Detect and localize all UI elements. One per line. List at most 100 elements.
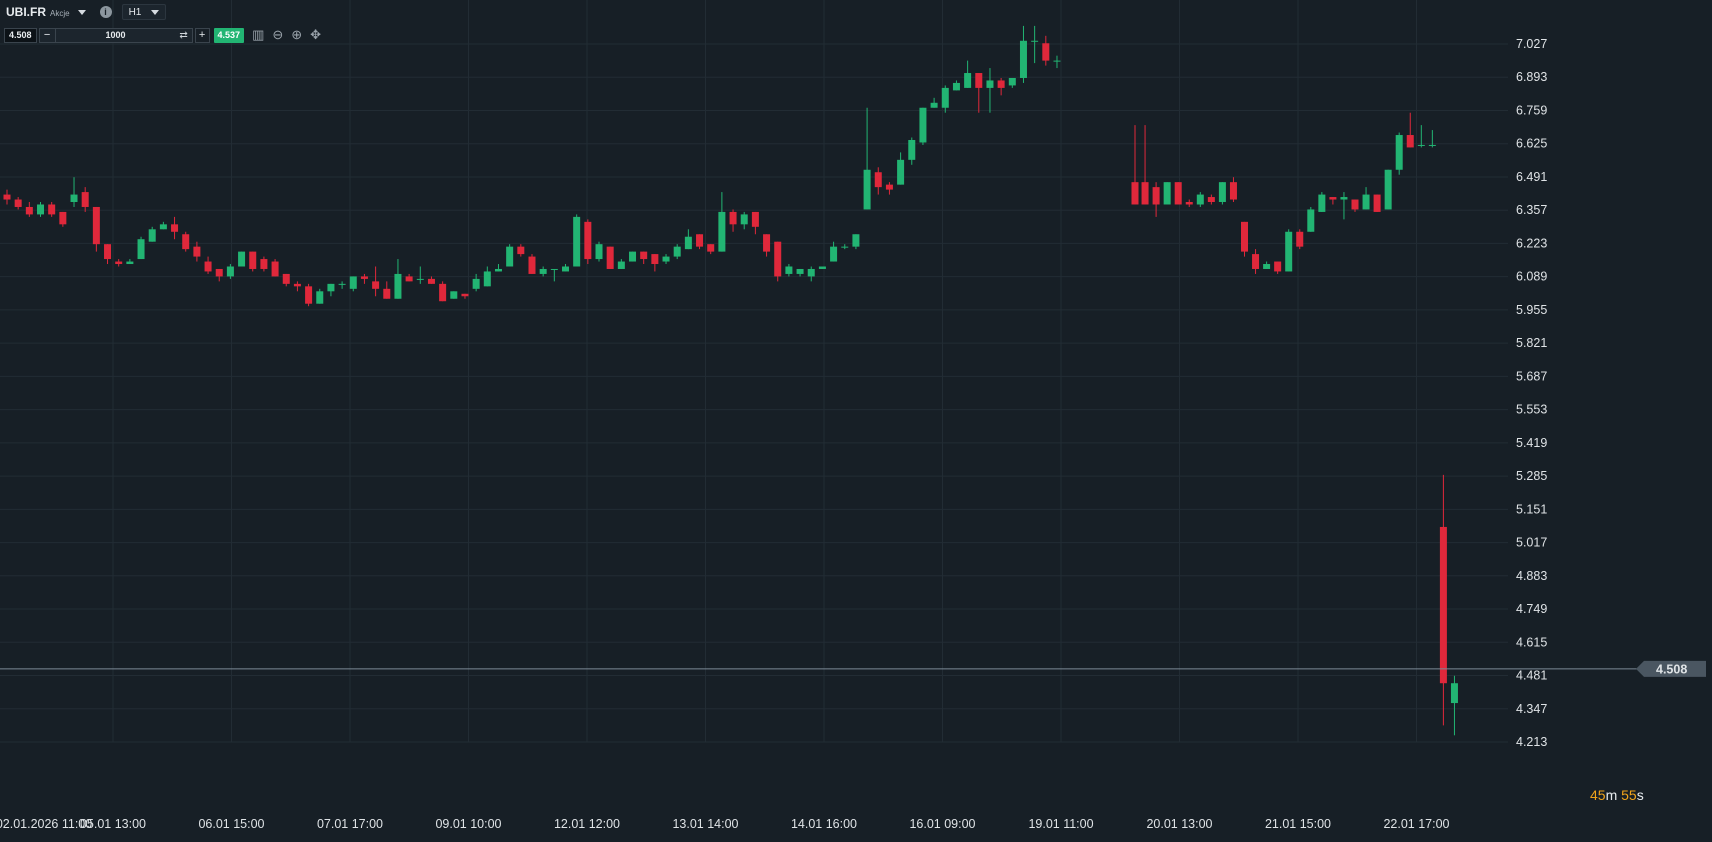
candle-body <box>897 159 905 185</box>
time-tick-label: 19.01 11:00 <box>1028 817 1093 831</box>
candle-body <box>92 206 100 245</box>
candle <box>59 211 67 227</box>
candle <box>70 177 78 207</box>
candle <box>215 268 223 282</box>
market-label: Akcje <box>50 8 70 18</box>
candle-body <box>1274 261 1282 272</box>
candle <box>461 293 469 299</box>
candle-body <box>1439 526 1447 684</box>
candle-body <box>1042 43 1050 61</box>
price-tick-label: 4.883 <box>1516 569 1547 583</box>
price-tick-label: 6.893 <box>1516 70 1547 84</box>
candle-body <box>338 283 346 285</box>
candle <box>1241 221 1248 257</box>
timeframe-select[interactable]: H1 <box>121 4 166 20</box>
candle <box>1417 125 1425 148</box>
candle-body <box>740 214 748 225</box>
candle-body <box>774 241 782 277</box>
candle-body <box>171 224 179 232</box>
candle-body <box>684 236 692 250</box>
candle <box>807 266 815 282</box>
candle-body <box>1218 182 1226 203</box>
quick-order-bar: 4.508 − 1000 ⇄ + 4.537 ▥ ⊖ ⊕ ✥ <box>4 27 321 43</box>
candle-body <box>1406 135 1414 148</box>
candle <box>1042 35 1050 66</box>
time-tick-label: 16.01 09:00 <box>909 817 975 831</box>
candle <box>1163 182 1171 205</box>
candle-body <box>595 244 603 260</box>
candle-body <box>1285 231 1293 272</box>
candle-body <box>1263 264 1271 269</box>
candle-body <box>986 80 994 88</box>
candle-body <box>539 268 547 274</box>
info-icon[interactable]: i <box>99 6 112 18</box>
candle-body <box>919 107 927 143</box>
quantity-input[interactable]: 1000 <box>105 30 126 40</box>
candle <box>338 281 346 289</box>
candle-body <box>126 261 134 265</box>
candle <box>818 266 826 269</box>
buy-button[interactable]: 4.537 <box>213 27 245 43</box>
candle-body <box>305 286 313 304</box>
symbol-name[interactable]: UBI.FR <box>6 5 46 19</box>
candle-body <box>3 194 11 200</box>
time-tick-label: 13.01 14:00 <box>672 817 738 831</box>
chart-grid <box>0 0 1508 743</box>
candle-body <box>1031 40 1039 42</box>
candle <box>997 77 1005 96</box>
candle-body <box>70 194 78 203</box>
candle-body <box>383 288 391 299</box>
candle <box>841 244 849 250</box>
candle <box>852 234 860 250</box>
candle <box>986 68 994 113</box>
sell-button[interactable]: 4.508 <box>4 27 37 43</box>
candle-body <box>841 246 849 248</box>
countdown-minutes-unit: m <box>1605 787 1618 803</box>
candle-body <box>584 221 592 260</box>
swap-icon[interactable]: ⇄ <box>179 29 188 41</box>
candle <box>539 266 547 277</box>
price-tick-label: 4.213 <box>1516 735 1547 749</box>
candle <box>673 244 681 260</box>
candle-body <box>1351 199 1359 210</box>
increase-quantity-button[interactable]: + <box>194 27 210 43</box>
candle-body <box>1185 202 1193 205</box>
candle-body <box>81 192 89 207</box>
candle <box>439 281 447 302</box>
price-tick-label: 5.553 <box>1516 403 1547 417</box>
candle <box>1008 77 1016 88</box>
candle-body <box>528 256 536 274</box>
candle-body <box>59 211 67 225</box>
crosshair-icon[interactable]: ✥ <box>310 27 322 42</box>
symbol-dropdown-icon[interactable] <box>77 9 86 15</box>
price-axis[interactable]: 7.027 6.893 6.759 6.625 6.491 6.357 6.223 6.089… <box>1516 37 1547 749</box>
candle-body <box>930 102 938 108</box>
quantity-stepper[interactable]: − 1000 ⇄ <box>38 27 193 43</box>
candle <box>159 221 167 230</box>
candle-type-icon[interactable]: ▥ <box>252 27 265 42</box>
candle <box>81 187 89 212</box>
zoom-in-icon[interactable]: ⊕ <box>291 27 303 42</box>
candle-body <box>997 80 1005 88</box>
candle-body <box>416 278 424 280</box>
candle-body <box>1131 182 1139 205</box>
candle <box>517 244 525 257</box>
candle <box>751 211 759 235</box>
price-tick-label: 6.357 <box>1516 203 1547 217</box>
candle <box>148 226 156 242</box>
candle <box>606 246 614 269</box>
time-tick-label: 14.01 16:00 <box>791 817 857 831</box>
candle <box>975 73 983 113</box>
zoom-out-icon[interactable]: ⊖ <box>272 27 284 42</box>
countdown-seconds-unit: s <box>1636 787 1644 803</box>
candle <box>483 266 491 287</box>
candle-body <box>975 73 983 88</box>
decrease-quantity-button[interactable]: − <box>40 28 56 42</box>
candle <box>249 251 257 272</box>
time-tick-label: 20.01 13:00 <box>1146 817 1212 831</box>
candle-body <box>1296 231 1304 247</box>
candle-body <box>1141 182 1149 205</box>
time-tick-label: 07.01 17:00 <box>317 817 383 831</box>
